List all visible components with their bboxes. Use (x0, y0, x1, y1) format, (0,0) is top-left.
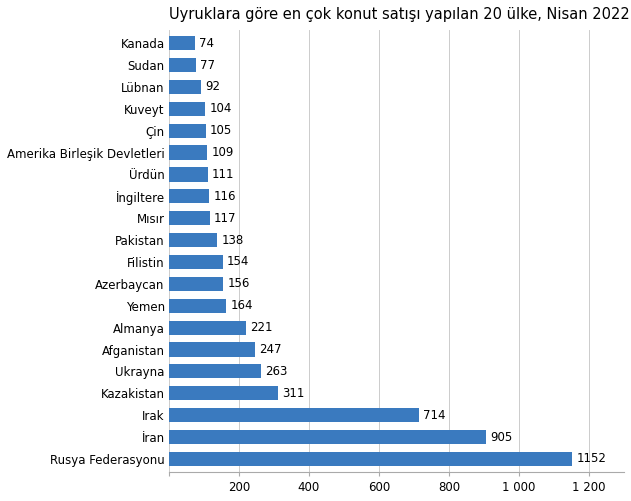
Bar (169, 364, 261, 378)
Bar (169, 124, 206, 138)
Text: 116: 116 (214, 190, 236, 203)
Bar (169, 277, 223, 291)
Text: 104: 104 (209, 102, 232, 115)
Text: 105: 105 (210, 124, 232, 137)
Bar (169, 167, 208, 181)
Text: 221: 221 (251, 321, 273, 334)
Text: 109: 109 (211, 146, 233, 159)
Text: 111: 111 (212, 168, 235, 181)
Bar (169, 430, 486, 444)
Bar (169, 145, 207, 160)
Text: 714: 714 (423, 409, 445, 422)
Bar (169, 342, 256, 357)
Bar (169, 211, 210, 225)
Bar (169, 233, 217, 247)
Bar (169, 386, 278, 400)
Text: 1152: 1152 (577, 452, 606, 465)
Bar (169, 452, 572, 466)
Text: 247: 247 (259, 343, 282, 356)
Text: 905: 905 (490, 430, 512, 443)
Bar (169, 321, 246, 335)
Text: 92: 92 (205, 81, 220, 94)
Bar (169, 36, 195, 50)
Text: 156: 156 (228, 278, 250, 291)
Text: 311: 311 (282, 387, 304, 400)
Bar (169, 102, 205, 116)
Bar (169, 58, 196, 72)
Bar (169, 299, 227, 313)
Text: 74: 74 (199, 37, 214, 50)
Bar (169, 189, 209, 203)
Text: 138: 138 (221, 233, 244, 246)
Bar (169, 80, 201, 94)
Text: Uyruklara göre en çok konut satışı yapılan 20 ülke, Nisan 2022: Uyruklara göre en çok konut satışı yapıl… (169, 7, 630, 22)
Text: 154: 154 (227, 256, 249, 269)
Bar (169, 408, 419, 422)
Bar (169, 255, 223, 269)
Text: 164: 164 (230, 299, 253, 312)
Text: 263: 263 (265, 365, 288, 378)
Text: 117: 117 (214, 212, 237, 225)
Text: 77: 77 (200, 59, 215, 72)
